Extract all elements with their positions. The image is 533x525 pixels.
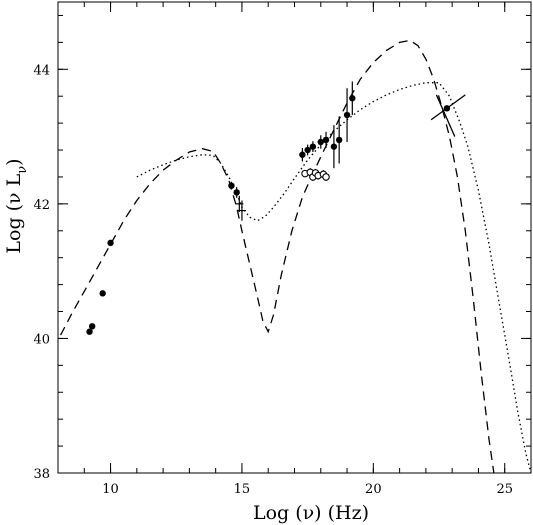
filled-data-point [88, 323, 96, 330]
plot-frame [57, 1, 532, 474]
x-tick-labels: 10 15 20 25 [102, 482, 513, 497]
data-points [86, 81, 466, 335]
filled-data-point [322, 136, 330, 144]
filled-data-point [335, 136, 343, 144]
open-data-point [322, 173, 330, 181]
y-tick-label: 38 [33, 467, 50, 482]
dashed-model-curve [60, 39, 495, 473]
filled-data-point [343, 111, 351, 119]
filled-data-point [233, 189, 240, 196]
filled-data-point [349, 95, 356, 102]
y-tick-label: 40 [33, 332, 50, 347]
filled-data-point [309, 143, 317, 150]
x-axis-title: Log (ν) (Hz) [253, 502, 369, 524]
gamma-ray-bowtie-line [435, 94, 456, 137]
y-tick-labels: 38 40 42 44 [33, 63, 50, 482]
filled-data-point [317, 138, 324, 146]
y-axis-title: Log (ν Lν) [3, 158, 30, 253]
x-tick-label: 15 [234, 482, 251, 497]
filled-data-point [107, 239, 114, 247]
y-tick-label: 44 [33, 63, 50, 78]
y-axis-title-close: ) [3, 158, 25, 165]
x-tick-label: 10 [102, 482, 119, 497]
y-tick-label: 42 [33, 198, 50, 213]
x-tick-label: 20 [365, 482, 382, 497]
minor-ticks [57, 2, 532, 474]
y-axis-title-main: Log (ν L [3, 173, 25, 253]
filled-data-point [330, 143, 338, 150]
gamma-ray-point [443, 105, 451, 112]
filled-data-point [299, 151, 306, 158]
filled-data-point [228, 182, 235, 189]
filled-data-point [99, 290, 106, 297]
filled-data-point [86, 328, 93, 335]
x-tick-label: 25 [496, 482, 513, 497]
model-curves [60, 39, 531, 473]
major-ticks [58, 2, 531, 474]
y-axis-title-sub: ν [15, 166, 30, 174]
filled-data-point [304, 146, 311, 154]
